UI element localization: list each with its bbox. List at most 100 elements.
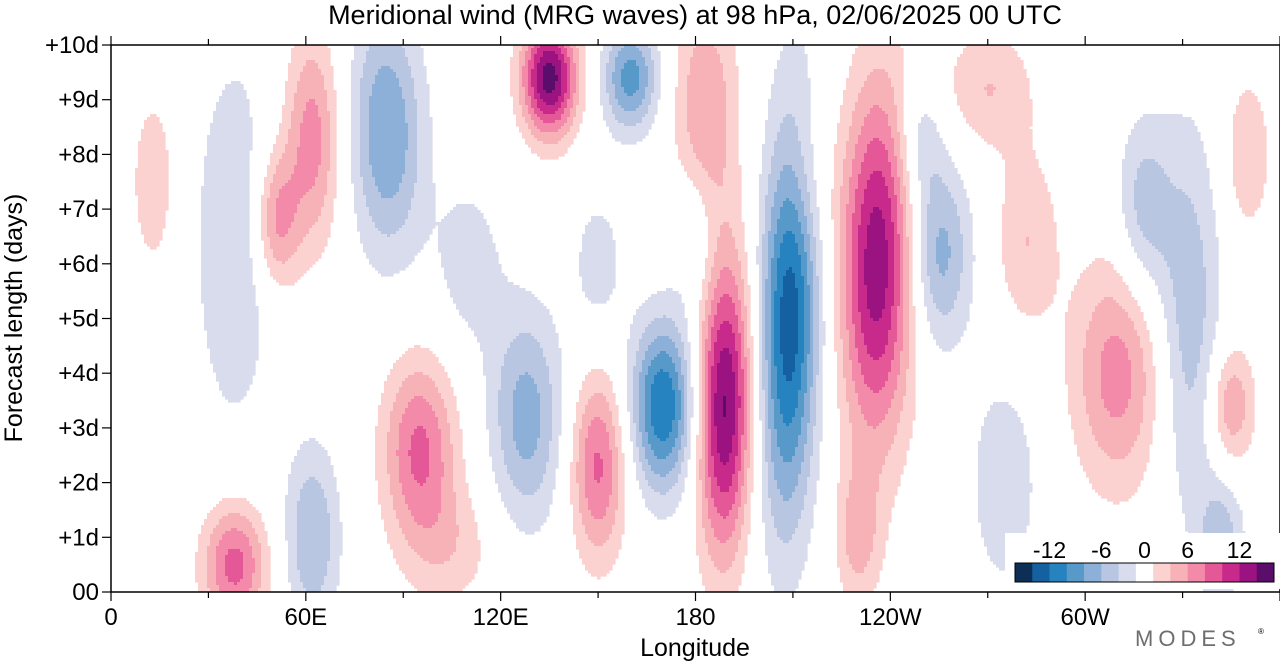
contour-cell-4963 bbox=[1125, 411, 1144, 415]
contour-cell-1073 bbox=[900, 138, 907, 142]
contour-cell-1857 bbox=[201, 210, 250, 214]
contour-cell-1200 bbox=[1233, 150, 1267, 154]
contour-cell-3095 bbox=[933, 300, 955, 304]
contour-cell-3480 bbox=[645, 330, 679, 334]
contour-cell-319 bbox=[639, 75, 649, 79]
contour-cell-4164 bbox=[501, 372, 526, 376]
contour-cell-1632 bbox=[900, 189, 907, 193]
contour-cell-1974 bbox=[276, 219, 295, 223]
contour-cell-2523 bbox=[858, 258, 865, 262]
contour-cell-820 bbox=[516, 117, 526, 121]
contour-cell-3355 bbox=[468, 321, 553, 325]
contour-cell-2703 bbox=[270, 273, 304, 277]
contour-cell-315 bbox=[600, 75, 607, 79]
contour-cell-301 bbox=[411, 75, 427, 79]
contour-cell-2501 bbox=[267, 258, 277, 262]
contour-cell-1855 bbox=[1242, 207, 1258, 211]
contour-cell-3023 bbox=[708, 297, 715, 301]
contour-cell-697 bbox=[879, 105, 898, 109]
contour-cell-1043 bbox=[1128, 135, 1201, 139]
contour-cell-3631 bbox=[780, 339, 799, 343]
contour-cell-1010 bbox=[918, 132, 940, 136]
contour-cell-1095 bbox=[690, 141, 727, 145]
contour-cell-3956 bbox=[210, 360, 256, 364]
contour-cell-4308 bbox=[771, 378, 778, 382]
contour-cell-4247 bbox=[762, 375, 769, 379]
contour-cell-3827 bbox=[774, 351, 781, 355]
contour-cell-3960 bbox=[546, 360, 562, 364]
contour-cell-701 bbox=[216, 108, 250, 112]
contour-cell-1963 bbox=[921, 216, 928, 220]
contour-cell-3714 bbox=[705, 345, 712, 349]
contour-cell-51 bbox=[405, 51, 424, 55]
contour-cell-1443 bbox=[807, 174, 814, 178]
contour-cell-1843 bbox=[879, 207, 892, 211]
contour-cell-117 bbox=[615, 57, 646, 61]
contour-cell-4133 bbox=[762, 369, 769, 373]
contour-cell-3333 bbox=[810, 318, 814, 322]
contour-cell-869 bbox=[726, 120, 739, 124]
contour-cell-4208 bbox=[1083, 372, 1102, 376]
contour-cell-3130 bbox=[867, 303, 886, 307]
contour-cell-3704 bbox=[480, 345, 511, 349]
contour-cell-96 bbox=[720, 54, 736, 58]
contour-cell-3499 bbox=[810, 330, 814, 334]
contour-cell-3455 bbox=[780, 327, 799, 331]
contour-cell-1148 bbox=[351, 147, 361, 151]
contour-cell-4849 bbox=[1224, 405, 1246, 409]
contour-cell-1558 bbox=[858, 183, 868, 187]
contour-cell-33 bbox=[561, 48, 568, 52]
contour-cell-3131 bbox=[885, 303, 895, 307]
contour-cell-1705 bbox=[930, 195, 952, 199]
contour-cell-438 bbox=[891, 84, 904, 88]
contour-cell-194 bbox=[390, 66, 412, 70]
contour-cell-2093 bbox=[309, 228, 331, 232]
contour-cell-1794 bbox=[759, 204, 766, 208]
contour-cell-3628 bbox=[765, 339, 772, 343]
contour-cell-164 bbox=[525, 63, 529, 67]
contour-cell-4044 bbox=[891, 363, 901, 367]
contour-cell-1361 bbox=[318, 168, 331, 172]
contour-cell-4574 bbox=[639, 393, 646, 397]
contour-cell-4496 bbox=[1101, 387, 1132, 391]
contour-cell-4196 bbox=[801, 372, 808, 376]
contour-cell-1313 bbox=[861, 162, 892, 166]
contour-cell-1512 bbox=[723, 180, 742, 184]
contour-cell-4283 bbox=[549, 378, 562, 382]
contour-cell-2421 bbox=[1203, 249, 1219, 253]
contour-cell-1408 bbox=[804, 171, 814, 175]
contour-cell-2655 bbox=[1005, 267, 1060, 271]
contour-cell-1932 bbox=[138, 216, 166, 220]
contour-cell-3445 bbox=[720, 327, 733, 331]
contour-cell-1216 bbox=[726, 153, 739, 157]
contour-cell-3289 bbox=[780, 315, 799, 319]
contour-cell-4902 bbox=[1086, 408, 1108, 412]
contour-cell-1569 bbox=[1134, 183, 1174, 187]
contour-cell-4749 bbox=[645, 402, 652, 406]
contour-cell-4371 bbox=[813, 381, 817, 385]
contour-cell-3324 bbox=[747, 318, 751, 322]
contour-cell-2197 bbox=[834, 234, 841, 238]
contour-cell-1764 bbox=[810, 201, 817, 205]
contour-cell-4063 bbox=[642, 366, 649, 370]
contour-cell-3980 bbox=[762, 360, 769, 364]
contour-cell-3612 bbox=[627, 339, 640, 343]
contour-cell-2522 bbox=[852, 258, 859, 262]
contour-cell-2027 bbox=[807, 222, 814, 226]
contour-cell-791 bbox=[615, 114, 646, 118]
contour-cell-990 bbox=[351, 132, 361, 136]
contour-cell-1464 bbox=[273, 177, 292, 181]
contour-cell-3156 bbox=[759, 306, 763, 310]
contour-cell-3138 bbox=[954, 303, 970, 307]
contour-cell-3551 bbox=[897, 333, 904, 337]
contour-cell-670 bbox=[327, 105, 337, 109]
contour-cell-1441 bbox=[780, 174, 796, 178]
contour-cell-1837 bbox=[831, 207, 841, 211]
contour-cell-2974 bbox=[1158, 291, 1174, 295]
contour-cell-799 bbox=[840, 114, 853, 118]
contour-cell-3420 bbox=[834, 324, 841, 328]
contour-cell-4069 bbox=[702, 366, 706, 370]
contour-cell-4210 bbox=[1131, 372, 1147, 376]
contour-cell-1355 bbox=[1233, 165, 1267, 169]
contour-cell-908 bbox=[837, 123, 853, 127]
